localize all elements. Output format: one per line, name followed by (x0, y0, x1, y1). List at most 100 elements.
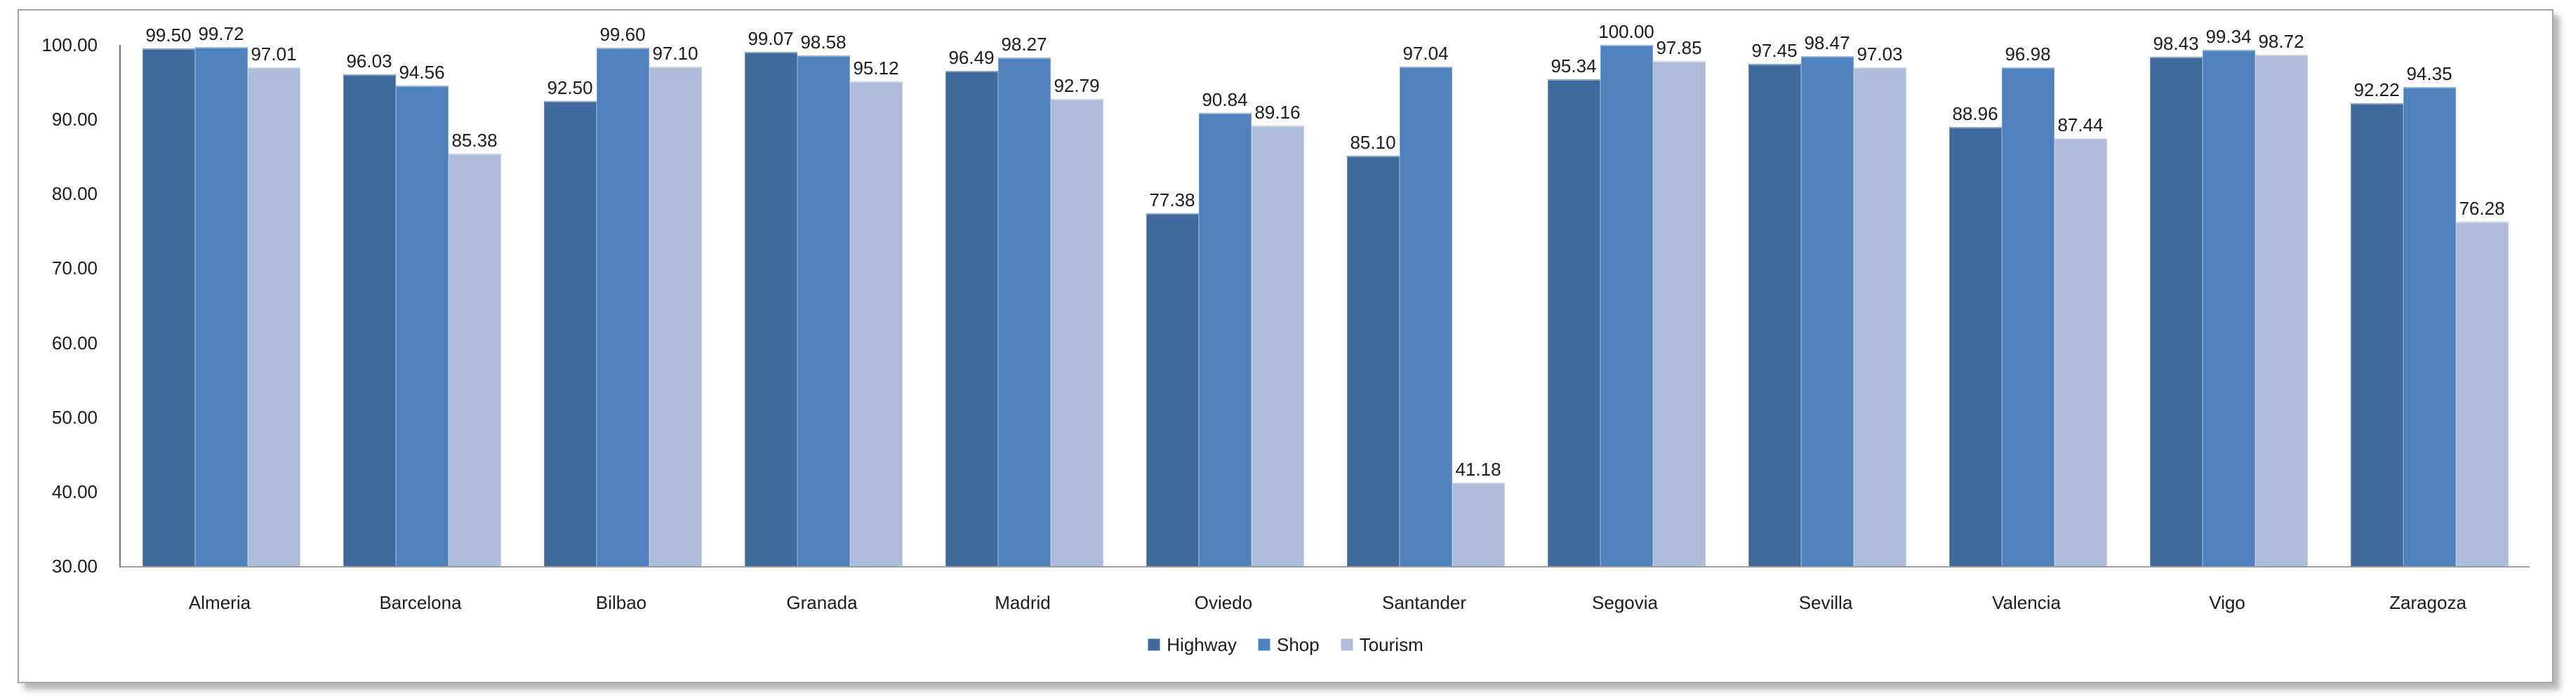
bar-value-label: 97.01 (251, 43, 297, 65)
bar-value-label: 96.49 (948, 47, 995, 69)
bar-tourism: 92.79 (1050, 75, 1103, 566)
bar-highway: 85.10 (1346, 132, 1400, 566)
bar-highway: 77.38 (1146, 189, 1199, 566)
bar-value-label: 99.60 (599, 24, 646, 46)
legend-color-swatch-icon (1257, 638, 1270, 651)
x-axis-category-label: Sevilla (1798, 592, 1853, 613)
bar-tourism: 98.72 (2255, 31, 2308, 566)
bar-shop: 94.56 (395, 62, 449, 566)
y-axis-tick-label: 50.00 (51, 406, 98, 428)
bar-value-label: 92.79 (1054, 74, 1100, 96)
bar-value-label: 96.98 (2005, 43, 2051, 65)
bar-shop: 100.00 (1598, 21, 1654, 566)
chart-frame: 99.50 99.72 97.01 96.03 94.56 85.38 92.50 99.60… (18, 9, 2554, 683)
bar-shop: 96.98 (2001, 43, 2054, 566)
bar-tourism: 97.01 (247, 43, 300, 566)
bar-tourism: 41.18 (1452, 459, 1505, 566)
bar-value-label: 94.35 (2406, 62, 2452, 84)
bar-value-label: 85.38 (451, 130, 498, 152)
bar-value-label: 77.38 (1149, 189, 1195, 211)
bar-value-label: 97.10 (652, 42, 698, 64)
bar-highway: 96.49 (945, 47, 998, 566)
legend-item-label: Highway (1167, 634, 1237, 655)
bar-group: 99.50 99.72 97.01 (121, 23, 321, 566)
bar-highway: 98.43 (2149, 33, 2203, 566)
bar-value-label: 97.45 (1751, 40, 1798, 62)
y-axis-tick-label: 80.00 (51, 183, 98, 205)
legend-item-label: Tourism (1359, 634, 1423, 655)
bar-value-label: 97.03 (1857, 43, 1903, 65)
bar-group: 77.38 90.84 89.16 (1124, 45, 1325, 566)
bar-value-label: 87.44 (2057, 114, 2104, 136)
bar-value-label: 76.28 (2459, 197, 2505, 219)
bar-value-label: 98.58 (800, 32, 847, 53)
x-axis-category-label: Valencia (1992, 592, 2061, 613)
x-axis-category-label: Segovia (1592, 592, 1658, 613)
bar-tourism: 97.03 (1853, 43, 1906, 566)
bar-value-label: 94.56 (399, 61, 445, 83)
bar-shop: 98.27 (997, 34, 1051, 566)
legend-item-highway: Highway (1148, 633, 1237, 657)
bar-value-label: 92.50 (547, 76, 593, 98)
bar-value-label: 88.96 (1952, 103, 1998, 125)
bar-tourism: 89.16 (1251, 102, 1304, 566)
x-axis-category-label: Zaragoza (2389, 592, 2467, 613)
bar-value-label: 89.16 (1254, 102, 1301, 123)
bar-shop: 99.60 (596, 24, 649, 566)
bar-highway: 97.45 (1748, 40, 1801, 566)
x-axis-category-label: Almeria (188, 592, 251, 613)
bar-value-label: 98.43 (2153, 32, 2199, 54)
bar-group: 98.43 99.34 98.72 (2128, 26, 2329, 566)
bar-value-label: 99.50 (145, 25, 192, 46)
bar-shop: 99.34 (2202, 26, 2255, 566)
bar-value-label: 98.27 (1001, 34, 1047, 55)
bar-group: 96.03 94.56 85.38 (321, 45, 522, 566)
x-axis-category-label: Oviedo (1194, 592, 1253, 613)
bar-group: 97.45 98.47 97.03 (1727, 32, 1927, 566)
bar-value-label: 97.04 (1402, 43, 1449, 65)
bar-highway: 99.07 (744, 28, 797, 566)
bar-highway: 92.22 (2350, 79, 2403, 566)
bar-shop: 98.47 (1800, 32, 1854, 566)
x-axis-category-label: Santander (1382, 592, 1466, 613)
bar-highway: 95.34 (1547, 55, 1600, 566)
bar-value-label: 41.18 (1455, 459, 1501, 481)
bar-group: 85.10 97.04 41.18 (1325, 43, 1526, 566)
legend: Highway Shop Tourism (19, 633, 2552, 657)
bar-value-label: 96.03 (346, 51, 392, 72)
legend-color-swatch-icon (1340, 638, 1353, 651)
bar-tourism: 87.44 (2054, 114, 2107, 566)
x-axis-category-label: Granada (786, 592, 858, 613)
bar-value-label: 97.85 (1656, 36, 1702, 58)
bar-value-label: 99.72 (198, 22, 244, 44)
bar-value-label: 90.84 (1202, 89, 1248, 111)
bar-value-label: 98.47 (1804, 32, 1850, 54)
bar-value-label: 85.10 (1350, 132, 1396, 154)
y-axis-tick-label: 30.00 (51, 556, 98, 577)
bar-value-label: 95.34 (1551, 55, 1597, 77)
x-axis-category-label: Madrid (995, 592, 1051, 613)
legend-color-swatch-icon (1148, 638, 1161, 651)
bar-value-label: 98.72 (2258, 30, 2304, 52)
x-axis-category-label: Bilbao (595, 592, 647, 613)
bar-tourism: 85.38 (448, 130, 501, 566)
bar-highway: 92.50 (543, 77, 597, 566)
bar-shop: 98.58 (797, 32, 850, 566)
y-axis-tick-label: 40.00 (51, 481, 98, 502)
bar-tourism: 97.85 (1652, 37, 1706, 566)
bar-tourism: 95.12 (849, 58, 903, 566)
bar-tourism: 97.10 (649, 43, 702, 566)
bar-group: 99.07 98.58 95.12 (723, 28, 924, 566)
bar-shop: 97.04 (1399, 43, 1452, 566)
plot-area: 99.50 99.72 97.01 96.03 94.56 85.38 92.50 99.60… (119, 21, 2530, 568)
bar-value-label: 100.00 (1598, 21, 1654, 42)
bar-value-label: 99.07 (748, 27, 794, 49)
bar-shop: 99.72 (194, 23, 248, 566)
bar-value-label: 92.22 (2353, 79, 2400, 100)
bar-value-label: 95.12 (853, 57, 899, 79)
bar-highway: 88.96 (1948, 103, 2002, 566)
y-axis-tick-label: 100.00 (41, 34, 98, 55)
bar-group: 92.22 94.35 76.28 (2329, 45, 2530, 566)
y-axis-tick-label: 70.00 (51, 257, 98, 279)
